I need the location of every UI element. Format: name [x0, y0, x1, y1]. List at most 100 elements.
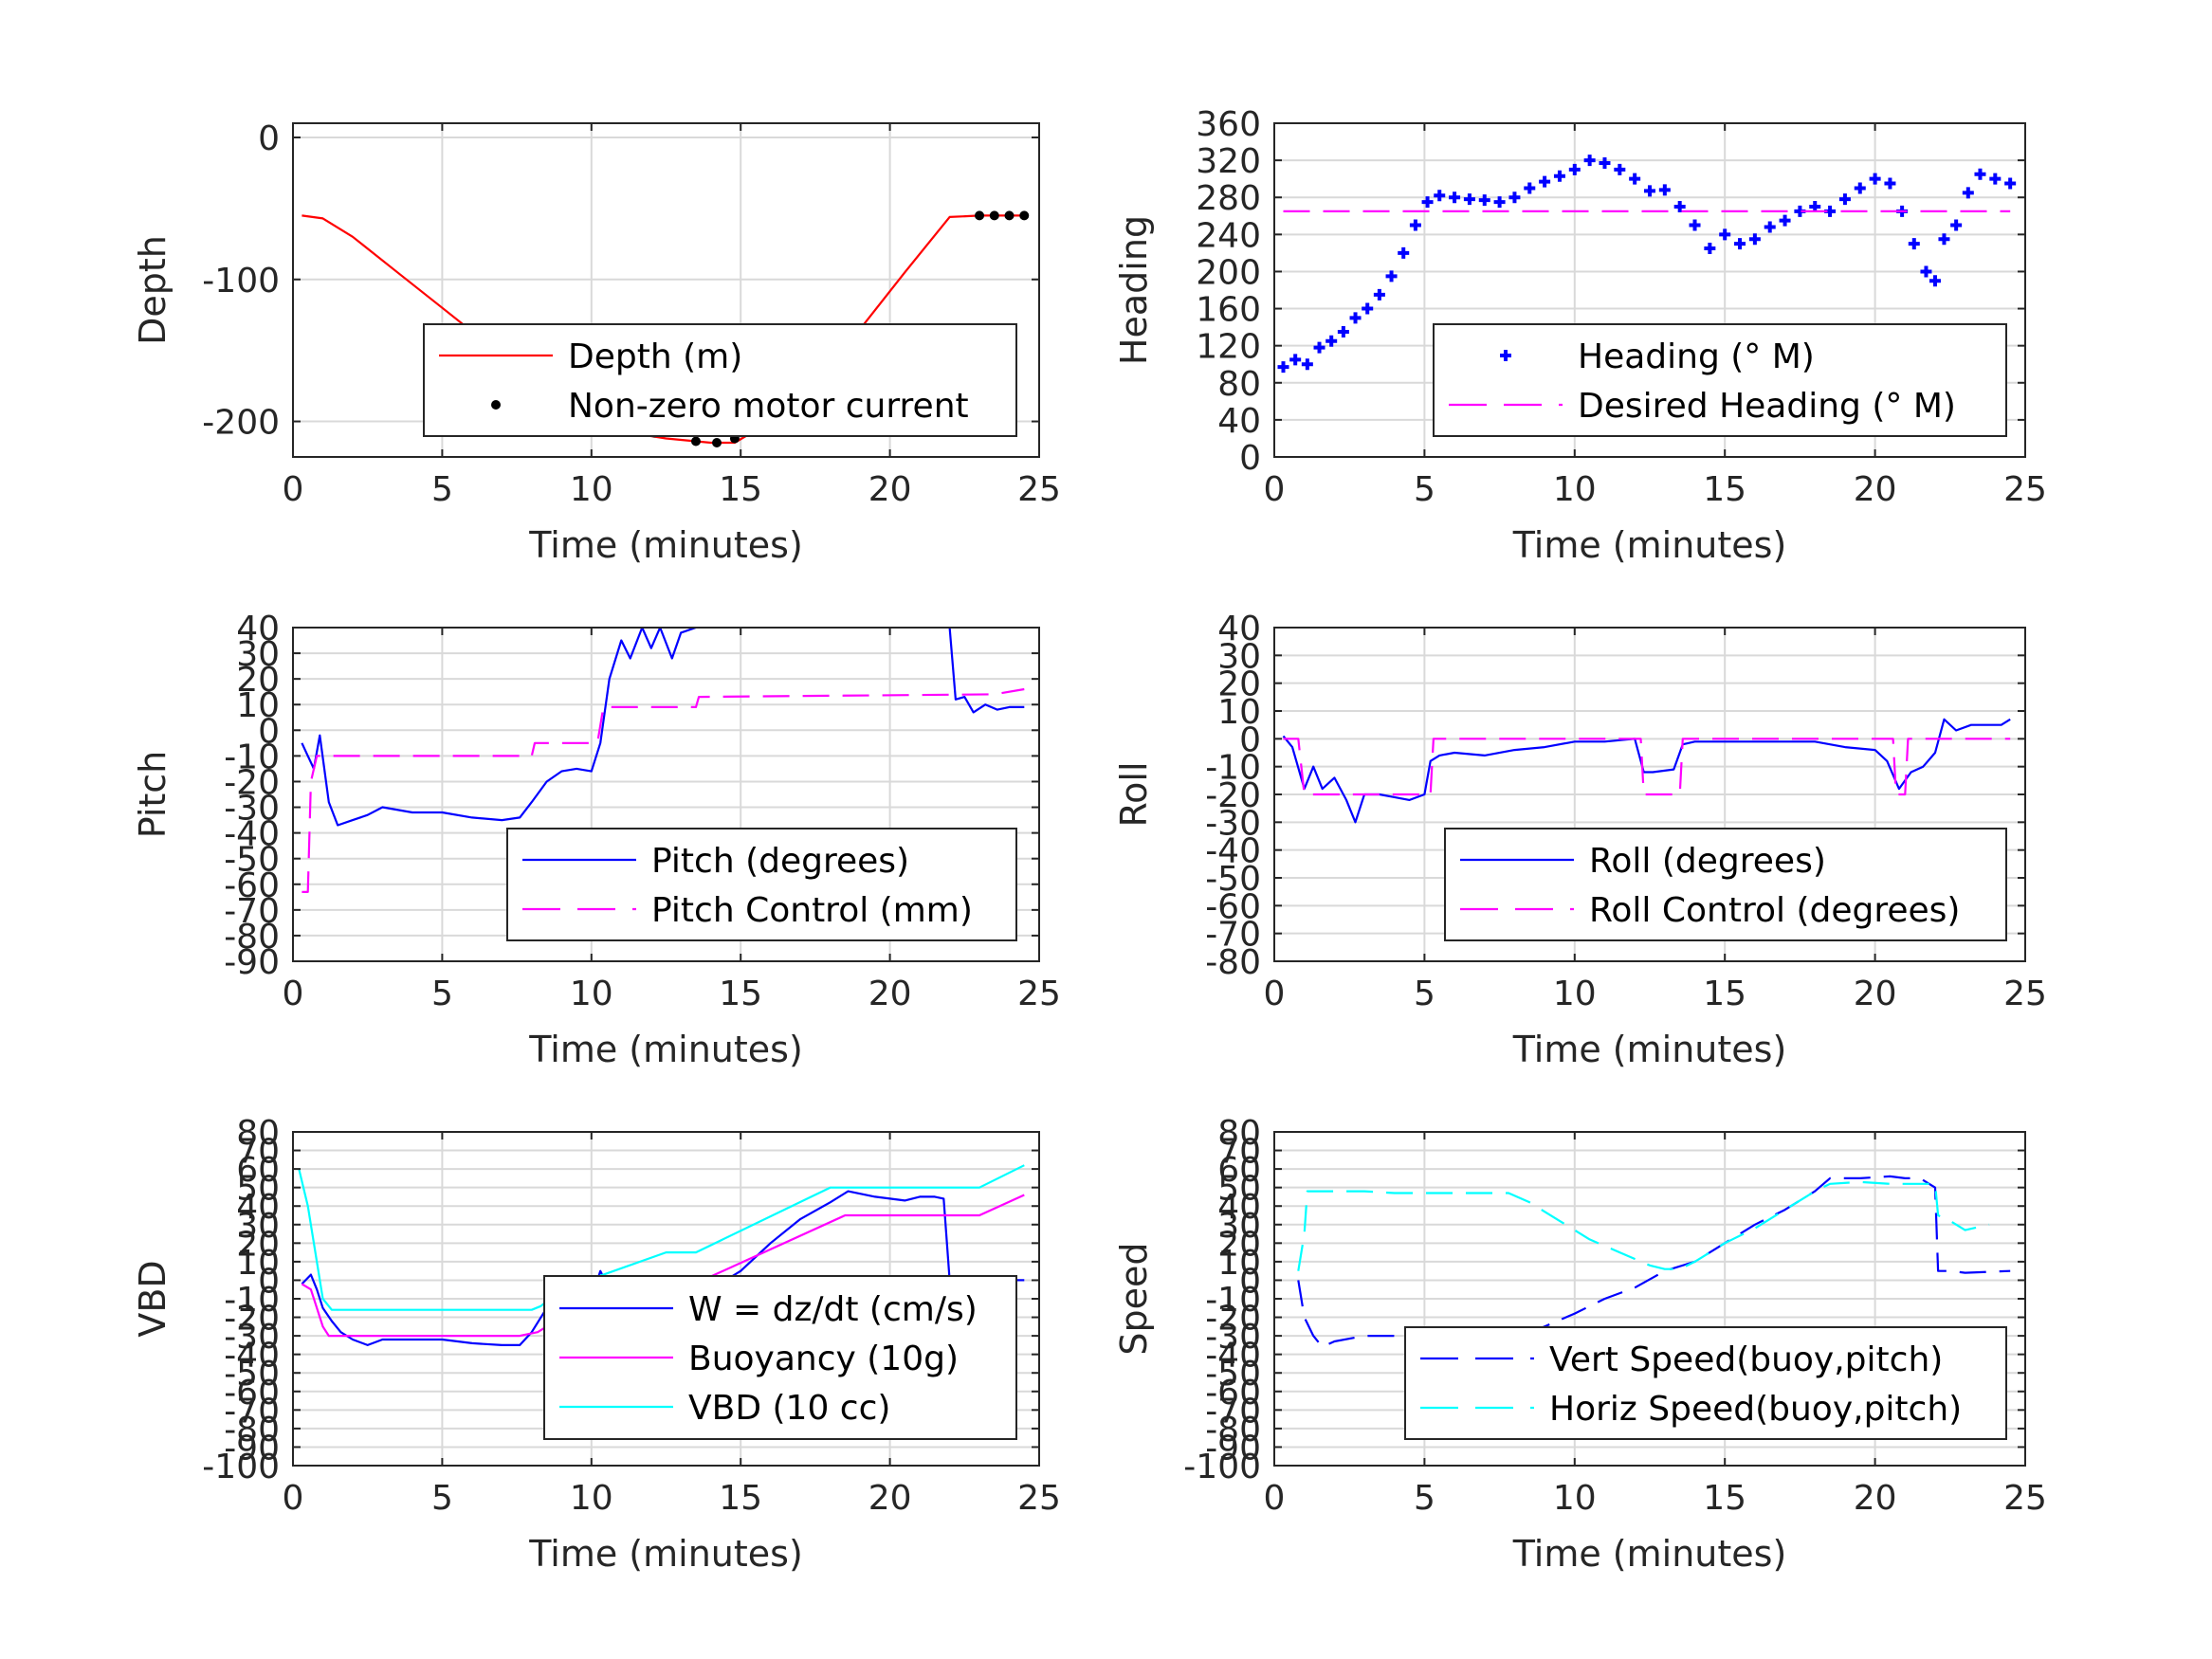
x-axis-label: Time (minutes): [1512, 524, 1787, 566]
legend-label: Depth (m): [568, 337, 742, 376]
series-roll-control-degrees-: [1283, 738, 2011, 796]
y-axis-label: Depth: [132, 235, 174, 345]
data-point: [1962, 187, 1974, 199]
y-tick-label: -70: [1205, 916, 1261, 955]
x-tick-label: 10: [1553, 470, 1597, 509]
x-tick-label: 15: [719, 470, 762, 509]
y-tick-label: 20: [1217, 1225, 1261, 1264]
legend-entry: Horiz Speed(buoy,pitch): [1420, 1390, 1962, 1429]
series-pitch-degrees-: [948, 628, 1025, 714]
data-point: [1583, 155, 1596, 167]
data-point: [1658, 184, 1671, 196]
y-tick-label: 30: [1217, 1207, 1261, 1246]
y-tick-label: 80: [1217, 1114, 1261, 1153]
data-point: [1449, 191, 1461, 204]
data-point: [1434, 190, 1446, 202]
x-tick-label: 0: [283, 1479, 304, 1518]
y-tick-label: 20: [236, 661, 280, 700]
data-point: [1385, 270, 1398, 283]
data-point: [712, 438, 722, 448]
legend-label: Heading (° M): [1578, 337, 1815, 376]
data-point: [1908, 238, 1920, 250]
y-tick-label: 60: [236, 1151, 280, 1190]
y-tick-label: -70: [224, 1392, 280, 1431]
data-point: [1325, 335, 1338, 347]
legend-entry: W = dz/dt (cm/s): [559, 1290, 978, 1329]
legend-label: Roll (degrees): [1589, 842, 1826, 881]
legend-label: Horiz Speed(buoy,pitch): [1549, 1390, 1962, 1429]
x-tick-label: 0: [283, 975, 304, 1013]
series-vert-speed-buoy-pitch-: [1297, 1175, 2011, 1348]
series-horiz-speed-buoy-pitch-: [1297, 1180, 1990, 1271]
y-tick-label: -200: [202, 404, 280, 443]
y-tick-label: -30: [224, 790, 280, 829]
data-point: [1478, 194, 1490, 207]
data-point: [1508, 191, 1521, 204]
y-tick-label: -30: [1205, 804, 1261, 843]
y-tick-label: -60: [1205, 887, 1261, 926]
data-point: [1004, 210, 1015, 221]
axes-box: [292, 122, 1040, 458]
series-w-dz-dt-cm-s-: [301, 1190, 1025, 1347]
x-tick-label: 15: [1703, 975, 1746, 1013]
data-point: [1779, 214, 1791, 227]
y-tick-label: 40: [236, 610, 280, 648]
series-group: [1297, 1175, 2011, 1348]
data-point: [1989, 173, 2002, 185]
data-point: [1409, 219, 1421, 231]
x-tick-label: 10: [570, 470, 613, 509]
data-point: [1362, 302, 1374, 315]
y-tick-label: 10: [236, 1244, 280, 1283]
legend-entry: Vert Speed(buoy,pitch): [1420, 1340, 1943, 1379]
data-point: [1854, 182, 1866, 194]
x-tick-label: 25: [2003, 975, 2047, 1013]
y-tick-label: 10: [1217, 1244, 1261, 1283]
y-tick-label: 280: [1196, 179, 1261, 218]
x-tick-label: 5: [431, 1479, 453, 1518]
legend: Pitch (degrees) Pitch Control (mm): [506, 828, 1017, 941]
x-tick-label: 20: [1854, 1479, 1897, 1518]
x-tick-label: 15: [1703, 470, 1746, 509]
data-point: [1689, 219, 1701, 231]
series-roll-degrees-: [1282, 718, 2011, 824]
x-tick-label: 5: [1414, 1479, 1435, 1518]
legend-box: [423, 323, 1017, 437]
data-point: [1704, 243, 1716, 254]
x-tick-label: 25: [1017, 470, 1061, 509]
x-tick-label: 0: [1264, 470, 1286, 509]
data-point: [1493, 196, 1506, 209]
y-axis-label: VBD: [132, 1260, 174, 1337]
legend-label: Vert Speed(buoy,pitch): [1549, 1340, 1943, 1379]
legend-entry: Buoyancy (10g): [559, 1340, 959, 1378]
chart-panel-1: 0 5 10 15 20 25 0 -100 -200 Time (minutes) Depth De…: [132, 119, 1061, 566]
y-tick-label: 30: [236, 1207, 280, 1246]
y-tick-label: 0: [258, 712, 280, 751]
x-axis-label: Time (minutes): [528, 524, 803, 566]
data-point: [1421, 196, 1434, 209]
y-tick-label: -10: [1205, 749, 1261, 788]
data-point: [1929, 275, 1941, 287]
data-point: [1950, 219, 1963, 231]
x-tick-label: 25: [2003, 1479, 2047, 1518]
legend-box: [1444, 828, 2007, 941]
y-tick-label: 70: [1217, 1133, 1261, 1172]
legend-label: Non-zero motor current: [568, 387, 969, 426]
data-point: [1289, 354, 1302, 366]
legend-label: Desired Heading (° M): [1578, 387, 1956, 426]
legend-entry: Pitch Control (mm): [522, 891, 973, 930]
y-tick-label: -60: [224, 866, 280, 905]
x-tick-label: 20: [868, 975, 912, 1013]
data-point: [1614, 163, 1626, 175]
y-tick-label: 0: [258, 119, 280, 158]
data-point: [1301, 358, 1313, 371]
legend-entry: VBD (10 cc): [559, 1389, 890, 1428]
data-point: [1313, 341, 1325, 354]
data-point: [1748, 233, 1761, 246]
y-tick-label: 10: [236, 686, 280, 725]
legend-entry: Desired Heading (° M): [1449, 387, 1956, 426]
x-tick-label: 20: [1854, 975, 1897, 1013]
y-tick-label: -70: [224, 892, 280, 931]
y-tick-label: -60: [1205, 1374, 1261, 1413]
y-tick-label: -10: [224, 1281, 280, 1320]
